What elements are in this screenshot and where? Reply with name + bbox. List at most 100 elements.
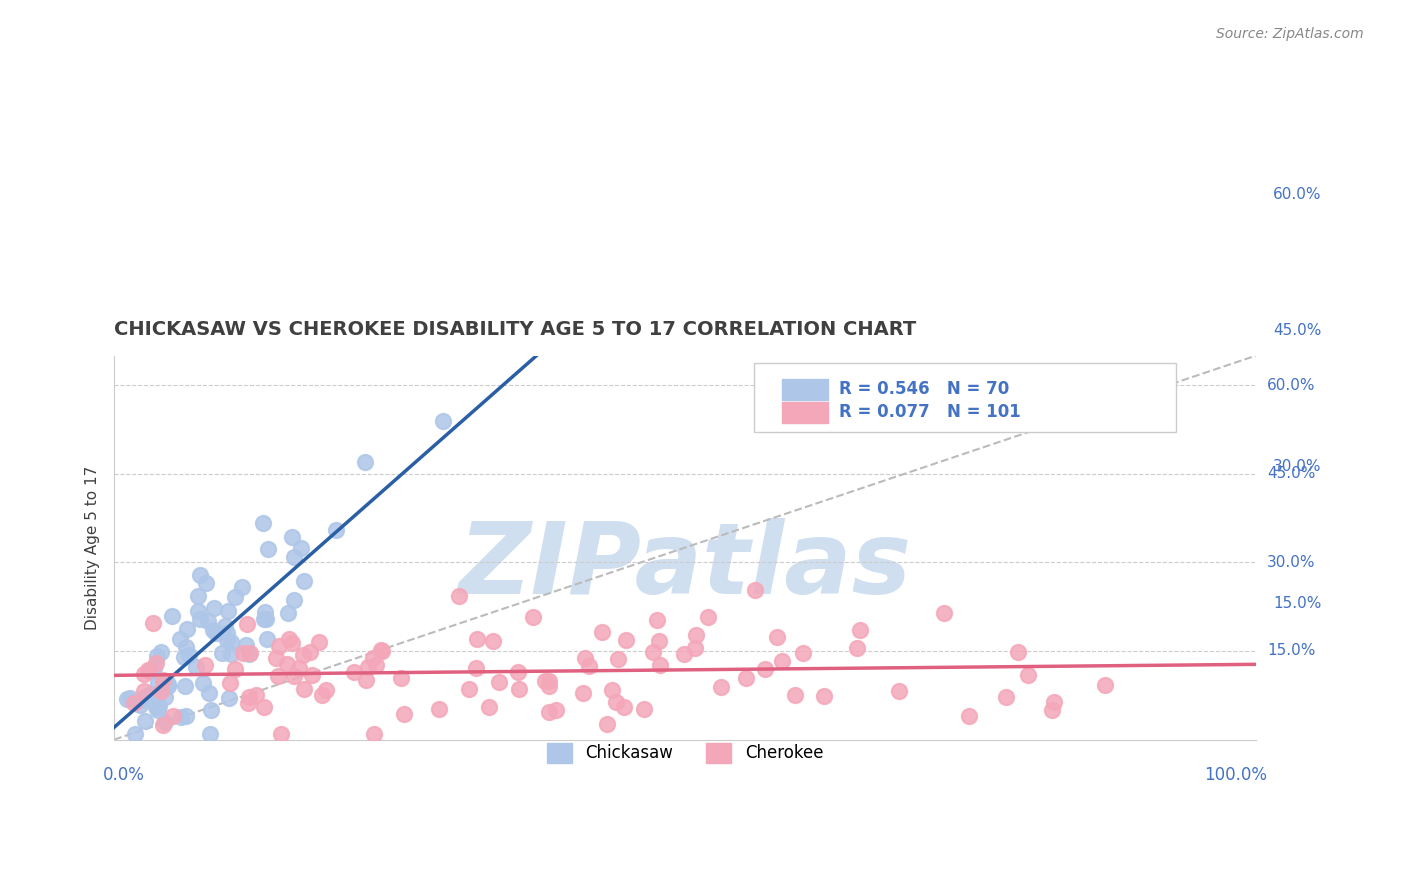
- Point: [188, 612, 211, 626]
- Legend: Chickasaw, Cherokee: Chickasaw, Cherokee: [540, 736, 830, 770]
- Point: [267, 639, 290, 653]
- Point: [683, 640, 706, 655]
- Text: Source: ZipAtlas.com: Source: ZipAtlas.com: [1216, 27, 1364, 41]
- Point: [1094, 678, 1116, 692]
- Point: [281, 530, 304, 544]
- Point: [389, 671, 412, 685]
- Point: [134, 667, 156, 681]
- Point: [153, 690, 176, 704]
- Point: [176, 622, 198, 636]
- Point: [432, 415, 454, 429]
- Point: [214, 619, 236, 633]
- Point: [267, 669, 290, 683]
- Point: [458, 682, 481, 697]
- Point: [357, 659, 380, 673]
- Point: [447, 589, 470, 603]
- Text: R = 0.077   N = 101: R = 0.077 N = 101: [839, 403, 1021, 422]
- Point: [264, 651, 287, 665]
- Point: [311, 689, 333, 703]
- Point: [645, 613, 668, 627]
- Point: [115, 691, 138, 706]
- Text: 0.0%: 0.0%: [103, 766, 145, 784]
- Point: [596, 717, 619, 731]
- Text: 60.0%: 60.0%: [1267, 377, 1316, 392]
- Point: [128, 698, 150, 712]
- Point: [217, 632, 239, 647]
- Point: [283, 669, 305, 683]
- Point: [538, 679, 561, 693]
- Point: [236, 616, 259, 631]
- Point: [224, 591, 246, 605]
- Point: [785, 688, 807, 702]
- Point: [508, 682, 530, 697]
- Point: [464, 660, 486, 674]
- Point: [187, 604, 209, 618]
- Point: [152, 673, 174, 688]
- Point: [278, 632, 301, 647]
- Point: [277, 607, 299, 621]
- Text: ZIPatlas: ZIPatlas: [458, 518, 911, 615]
- Point: [292, 574, 315, 588]
- Point: [134, 714, 156, 728]
- Point: [252, 516, 274, 530]
- Point: [160, 608, 183, 623]
- Point: [219, 635, 242, 649]
- Point: [744, 583, 766, 598]
- Point: [256, 632, 278, 646]
- Point: [173, 679, 195, 693]
- Point: [754, 662, 776, 676]
- Point: [150, 684, 173, 698]
- Point: [934, 607, 956, 621]
- Point: [292, 681, 315, 696]
- Point: [298, 645, 321, 659]
- Text: 100.0%: 100.0%: [1205, 766, 1267, 784]
- Point: [138, 664, 160, 678]
- Text: 45.0%: 45.0%: [1267, 467, 1316, 482]
- Point: [607, 652, 630, 666]
- Point: [143, 660, 166, 674]
- Point: [253, 605, 276, 619]
- Point: [120, 690, 142, 705]
- Point: [128, 693, 150, 707]
- Point: [238, 696, 260, 710]
- Text: 45.0%: 45.0%: [1272, 323, 1322, 338]
- Point: [149, 645, 172, 659]
- Point: [363, 726, 385, 740]
- Text: 15.0%: 15.0%: [1267, 643, 1316, 658]
- Point: [394, 706, 416, 721]
- Point: [343, 665, 366, 679]
- Point: [173, 649, 195, 664]
- Point: [134, 683, 156, 698]
- Point: [276, 657, 298, 671]
- Point: [889, 684, 911, 698]
- Point: [254, 612, 277, 626]
- Text: R = 0.546   N = 70: R = 0.546 N = 70: [839, 380, 1010, 399]
- Point: [156, 679, 179, 693]
- Point: [135, 690, 157, 704]
- Text: 60.0%: 60.0%: [1272, 186, 1322, 202]
- Point: [253, 612, 276, 626]
- Point: [218, 691, 240, 706]
- Point: [735, 671, 758, 685]
- Point: [197, 614, 219, 628]
- Point: [287, 661, 309, 675]
- Point: [200, 703, 222, 717]
- Point: [270, 726, 292, 740]
- Point: [124, 726, 146, 740]
- Point: [648, 657, 671, 672]
- Point: [427, 701, 450, 715]
- Point: [957, 708, 980, 723]
- Point: [176, 640, 198, 655]
- Point: [478, 700, 501, 714]
- Point: [238, 647, 260, 661]
- Point: [366, 657, 388, 672]
- Point: [155, 714, 177, 729]
- Point: [238, 646, 260, 660]
- Point: [1040, 703, 1063, 717]
- Point: [488, 675, 510, 690]
- Point: [697, 609, 720, 624]
- Point: [354, 673, 377, 687]
- Point: [235, 638, 257, 652]
- Point: [169, 632, 191, 647]
- Point: [1007, 644, 1029, 658]
